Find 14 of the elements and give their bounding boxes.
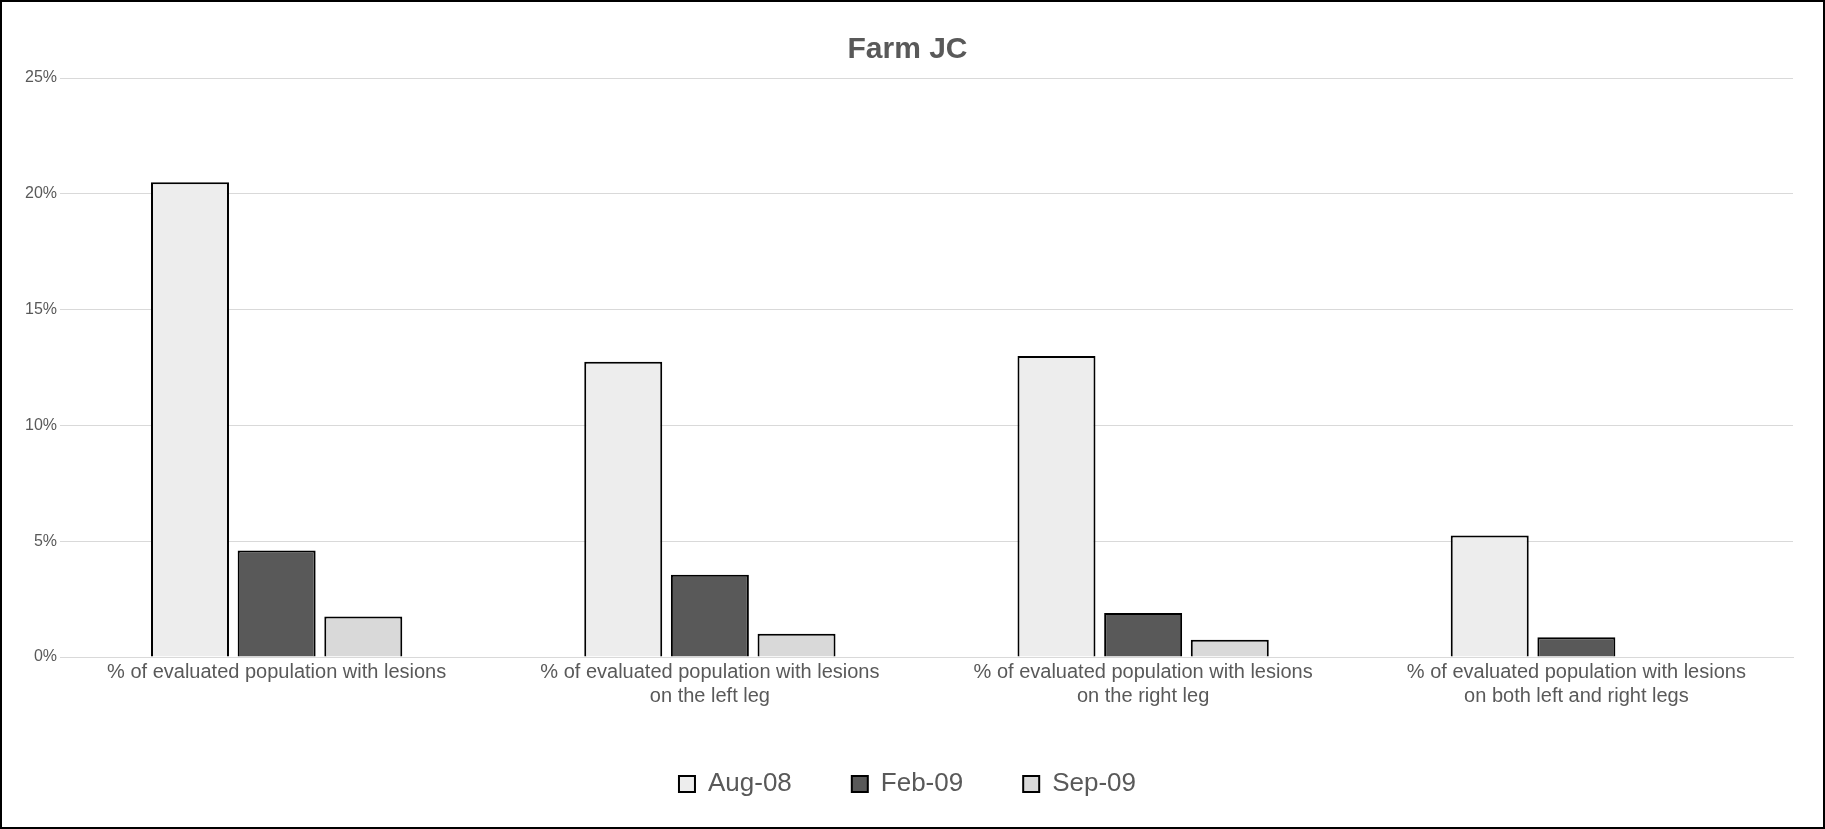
- y-tick-label: 5%: [33, 531, 58, 549]
- x-tick-label: % of evaluated population with lesions on the right leg: [973, 659, 1313, 706]
- legend-label: Aug-08: [707, 767, 792, 798]
- y-tick-label: 25%: [24, 68, 58, 86]
- legend-label: Sep-09: [1052, 767, 1137, 798]
- y-tick-label: 10%: [24, 415, 58, 433]
- legend-label: Feb-09: [880, 767, 964, 798]
- chart-title: Farm JC: [847, 31, 968, 65]
- x-tick-label: % of evaluated population with lesions on both left and right legs: [1406, 659, 1746, 706]
- y-tick-label: 20%: [24, 184, 58, 202]
- y-tick-label: 15%: [24, 300, 58, 318]
- y-tick-label: 0%: [33, 647, 58, 665]
- x-tick-label: % of evaluated population with lesions on the left leg: [540, 659, 880, 706]
- x-tick-label: % of evaluated population with lesions: [107, 659, 447, 682]
